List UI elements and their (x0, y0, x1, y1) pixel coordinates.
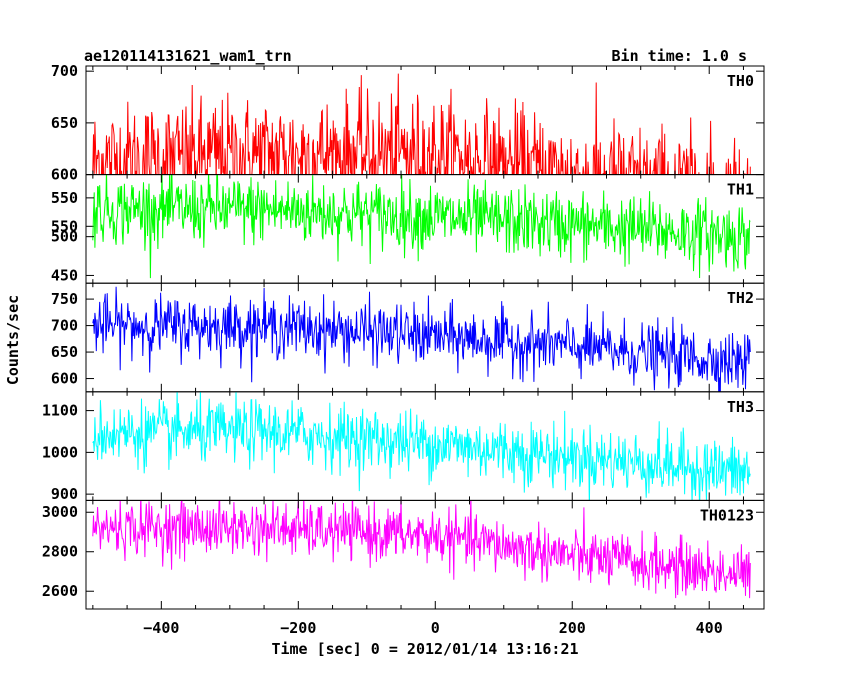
y-tick-label: 2800 (42, 543, 78, 561)
panel-th0123: TH0123 2600 2800 3000 (42, 499, 765, 610)
series-line-th3 (92, 391, 751, 501)
y-tick-label: 1000 (42, 443, 78, 461)
y-axis-label: Counts/sec (4, 295, 22, 385)
y-tick-label: 700 (51, 62, 78, 80)
y-tick-label: 600 (51, 370, 78, 388)
panel-label-th2: TH2 (727, 289, 754, 307)
y-tick-label: 600 (51, 166, 78, 184)
y-tick-label: 2600 (42, 582, 78, 600)
panel-label-th0123: TH0123 (700, 506, 754, 524)
series-line-th1 (92, 174, 751, 279)
bin-time-label: Bin time: 1.0 s (612, 47, 747, 65)
y-tick-label: 900 (51, 485, 78, 503)
y-tick-label: 500 (51, 228, 78, 246)
series-line-th0123 (92, 500, 751, 599)
y-tick-label: 650 (51, 114, 78, 132)
chart-title: ae120114131621_wam1_trn (84, 47, 292, 65)
y-tick-label: 450 (51, 266, 78, 284)
x-tick-label: 400 (696, 619, 723, 637)
panel-th2: TH2 600 650 700 750 (51, 282, 765, 393)
panel-frame (85, 499, 765, 610)
panel-label-th0: TH0 (727, 72, 754, 90)
y-tick-label: 750 (51, 290, 78, 308)
x-tick-label: 200 (559, 619, 586, 637)
y-tick-label: 550 (51, 189, 78, 207)
x-tick-label: 0 (431, 619, 440, 637)
series-line-th0 (92, 73, 751, 175)
panel-label-th3: TH3 (727, 398, 754, 416)
panel-label-th1: TH1 (727, 181, 754, 199)
panel-th0: TH0 550 600 650 700 (51, 62, 765, 235)
y-tick-label: 3000 (42, 503, 78, 521)
y-tick-label: 550 (51, 217, 78, 235)
y-tick-label: 1100 (42, 402, 78, 420)
panels-group: TH0550600650700TH1450500550TH26006507007… (42, 62, 765, 637)
x-tick-label: −200 (280, 619, 316, 637)
x-axis-label: Time [sec] 0 = 2012/01/14 13:16:21 (271, 640, 578, 658)
y-tick-label: 650 (51, 343, 78, 361)
y-tick-label: 700 (51, 317, 78, 335)
x-tick-label: −400 (143, 619, 179, 637)
series-line-th2 (92, 286, 751, 392)
panel-th3: TH3 900 1000 1100 (42, 391, 765, 503)
